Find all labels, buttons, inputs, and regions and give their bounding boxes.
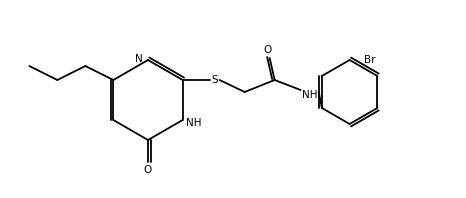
Text: O: O bbox=[144, 165, 152, 175]
Text: NH: NH bbox=[302, 90, 317, 100]
Text: NH: NH bbox=[186, 118, 201, 128]
Text: N: N bbox=[135, 54, 143, 64]
Text: O: O bbox=[263, 45, 272, 55]
Text: S: S bbox=[211, 75, 218, 85]
Text: Br: Br bbox=[363, 55, 375, 65]
